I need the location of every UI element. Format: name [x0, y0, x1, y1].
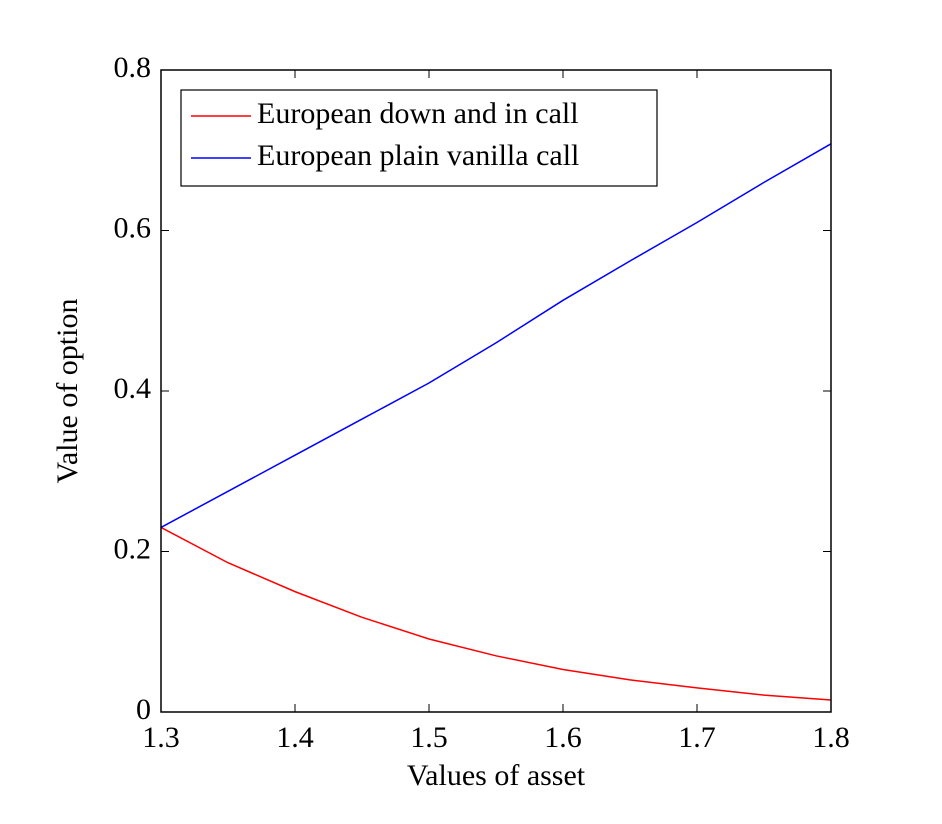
x-tick-label: 1.5: [410, 721, 448, 754]
x-tick-label: 1.8: [812, 721, 850, 754]
x-axis-label: Values of asset: [407, 759, 586, 792]
plot-frame: [160, 69, 832, 713]
x-tick-label: 1.3: [142, 721, 180, 754]
y-tick-label: 0.4: [114, 372, 152, 405]
series-line: [160, 526, 832, 701]
legend-label: European plain vanilla call: [257, 139, 579, 172]
legend-box: [180, 89, 658, 187]
y-tick-label: 0.8: [114, 51, 152, 84]
y-tick-label: 0.6: [114, 211, 152, 244]
x-tick-label: 1.7: [678, 721, 716, 754]
x-tick-label: 1.4: [276, 721, 314, 754]
series-line: [160, 143, 832, 529]
x-tick-label: 1.6: [544, 721, 582, 754]
y-tick-label: 0: [136, 693, 151, 726]
legend-label: European down and in call: [257, 97, 579, 130]
y-tick-label: 0.2: [114, 532, 152, 565]
y-axis-label: Value of option: [51, 299, 84, 484]
